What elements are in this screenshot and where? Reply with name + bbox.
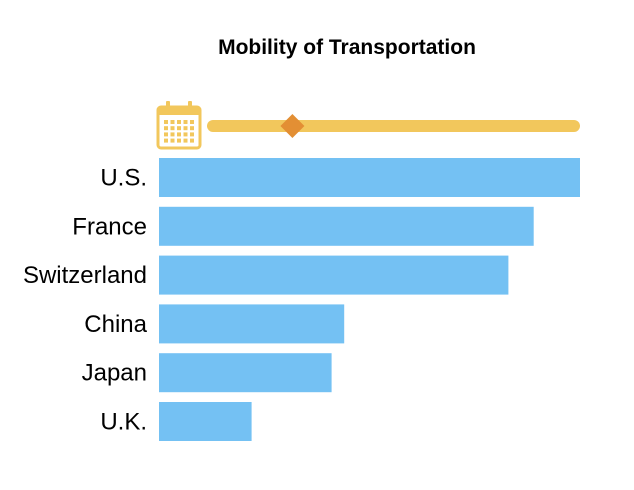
category-label: France xyxy=(72,213,147,240)
bar-china xyxy=(159,304,345,344)
bar-u-k xyxy=(159,402,252,441)
time-slider[interactable] xyxy=(207,114,580,138)
category-label: China xyxy=(84,311,147,338)
slider-handle[interactable] xyxy=(280,114,305,138)
bar-switzerland xyxy=(159,255,509,295)
bars-group xyxy=(159,158,580,441)
category-label: Japan xyxy=(82,360,147,387)
bar-japan xyxy=(159,353,332,393)
bar-france xyxy=(159,206,534,246)
category-labels: U.S. France Switzerland China Japan U.K. xyxy=(23,165,148,436)
category-label: U.K. xyxy=(100,409,147,436)
category-label: Switzerland xyxy=(23,262,147,289)
chart-title: Mobility of Transportation xyxy=(218,36,476,59)
bar-u-s xyxy=(159,158,580,197)
category-label: U.S. xyxy=(100,165,147,192)
calendar-icon[interactable] xyxy=(156,101,202,150)
